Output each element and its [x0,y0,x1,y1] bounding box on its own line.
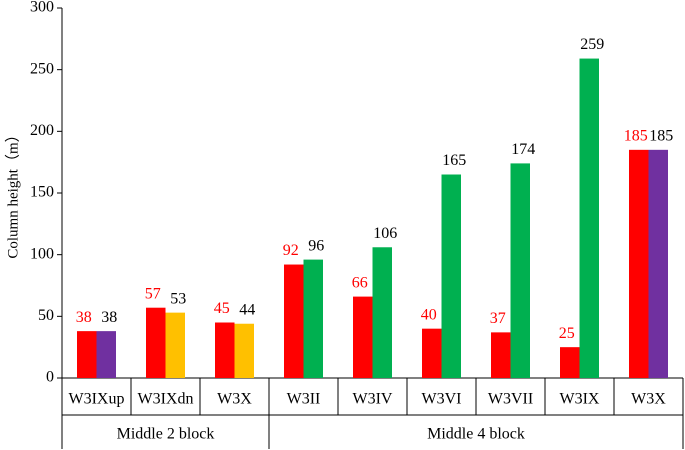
bar [353,296,373,378]
x-tick-label: W3IXup [69,391,125,408]
bar [234,323,254,378]
bar [303,259,323,378]
bar [491,332,511,378]
y-tick-label: 0 [46,369,54,386]
bar [146,307,166,378]
data-label: 45 [214,300,230,317]
data-label: 106 [373,225,397,242]
data-label: 174 [511,141,535,158]
data-label: 66 [352,274,368,291]
x-tick-label: W3X [631,391,666,408]
data-label: 185 [624,128,648,145]
data-label: 38 [101,309,117,326]
bar [560,347,580,378]
data-label: 96 [308,237,324,254]
bar [441,174,461,378]
y-tick-label: 150 [30,184,54,201]
y-axis-label: Column height（m） [4,127,21,258]
bar [77,331,97,378]
data-label: 25 [559,325,575,342]
data-label: 259 [580,36,604,53]
x-tick-label: W3IX [560,391,600,408]
bar [165,312,185,378]
data-label: 165 [442,152,466,169]
bar [579,58,599,379]
y-tick-label: 300 [30,0,54,16]
data-label: 53 [170,290,186,307]
group-label: Middle 2 block [117,426,215,443]
bar [648,149,668,378]
data-label: 57 [145,285,161,302]
y-tick-label: 200 [30,122,54,139]
data-label: 44 [239,301,255,318]
x-tick-label: W3II [287,391,321,408]
x-tick-label: W3IXdn [138,391,194,408]
x-tick-label: W3X [217,391,252,408]
x-tick-label: W3IV [353,391,393,408]
x-tick-label: W3VI [422,391,462,408]
bar [372,247,392,378]
data-label: 38 [76,309,92,326]
bar [96,331,116,378]
data-label: 40 [421,306,437,323]
bar [284,264,304,378]
bar [422,328,442,378]
x-tick-label: W3VII [488,391,533,408]
data-label: 37 [490,310,506,327]
bar [510,163,530,378]
y-tick-label: 100 [30,245,54,262]
y-tick-label: 50 [38,307,54,324]
data-label: 185 [649,128,673,145]
data-label: 92 [283,242,299,259]
group-label: Middle 4 block [427,426,525,443]
bar [629,149,649,378]
y-tick-label: 250 [30,60,54,77]
bar [215,322,235,378]
